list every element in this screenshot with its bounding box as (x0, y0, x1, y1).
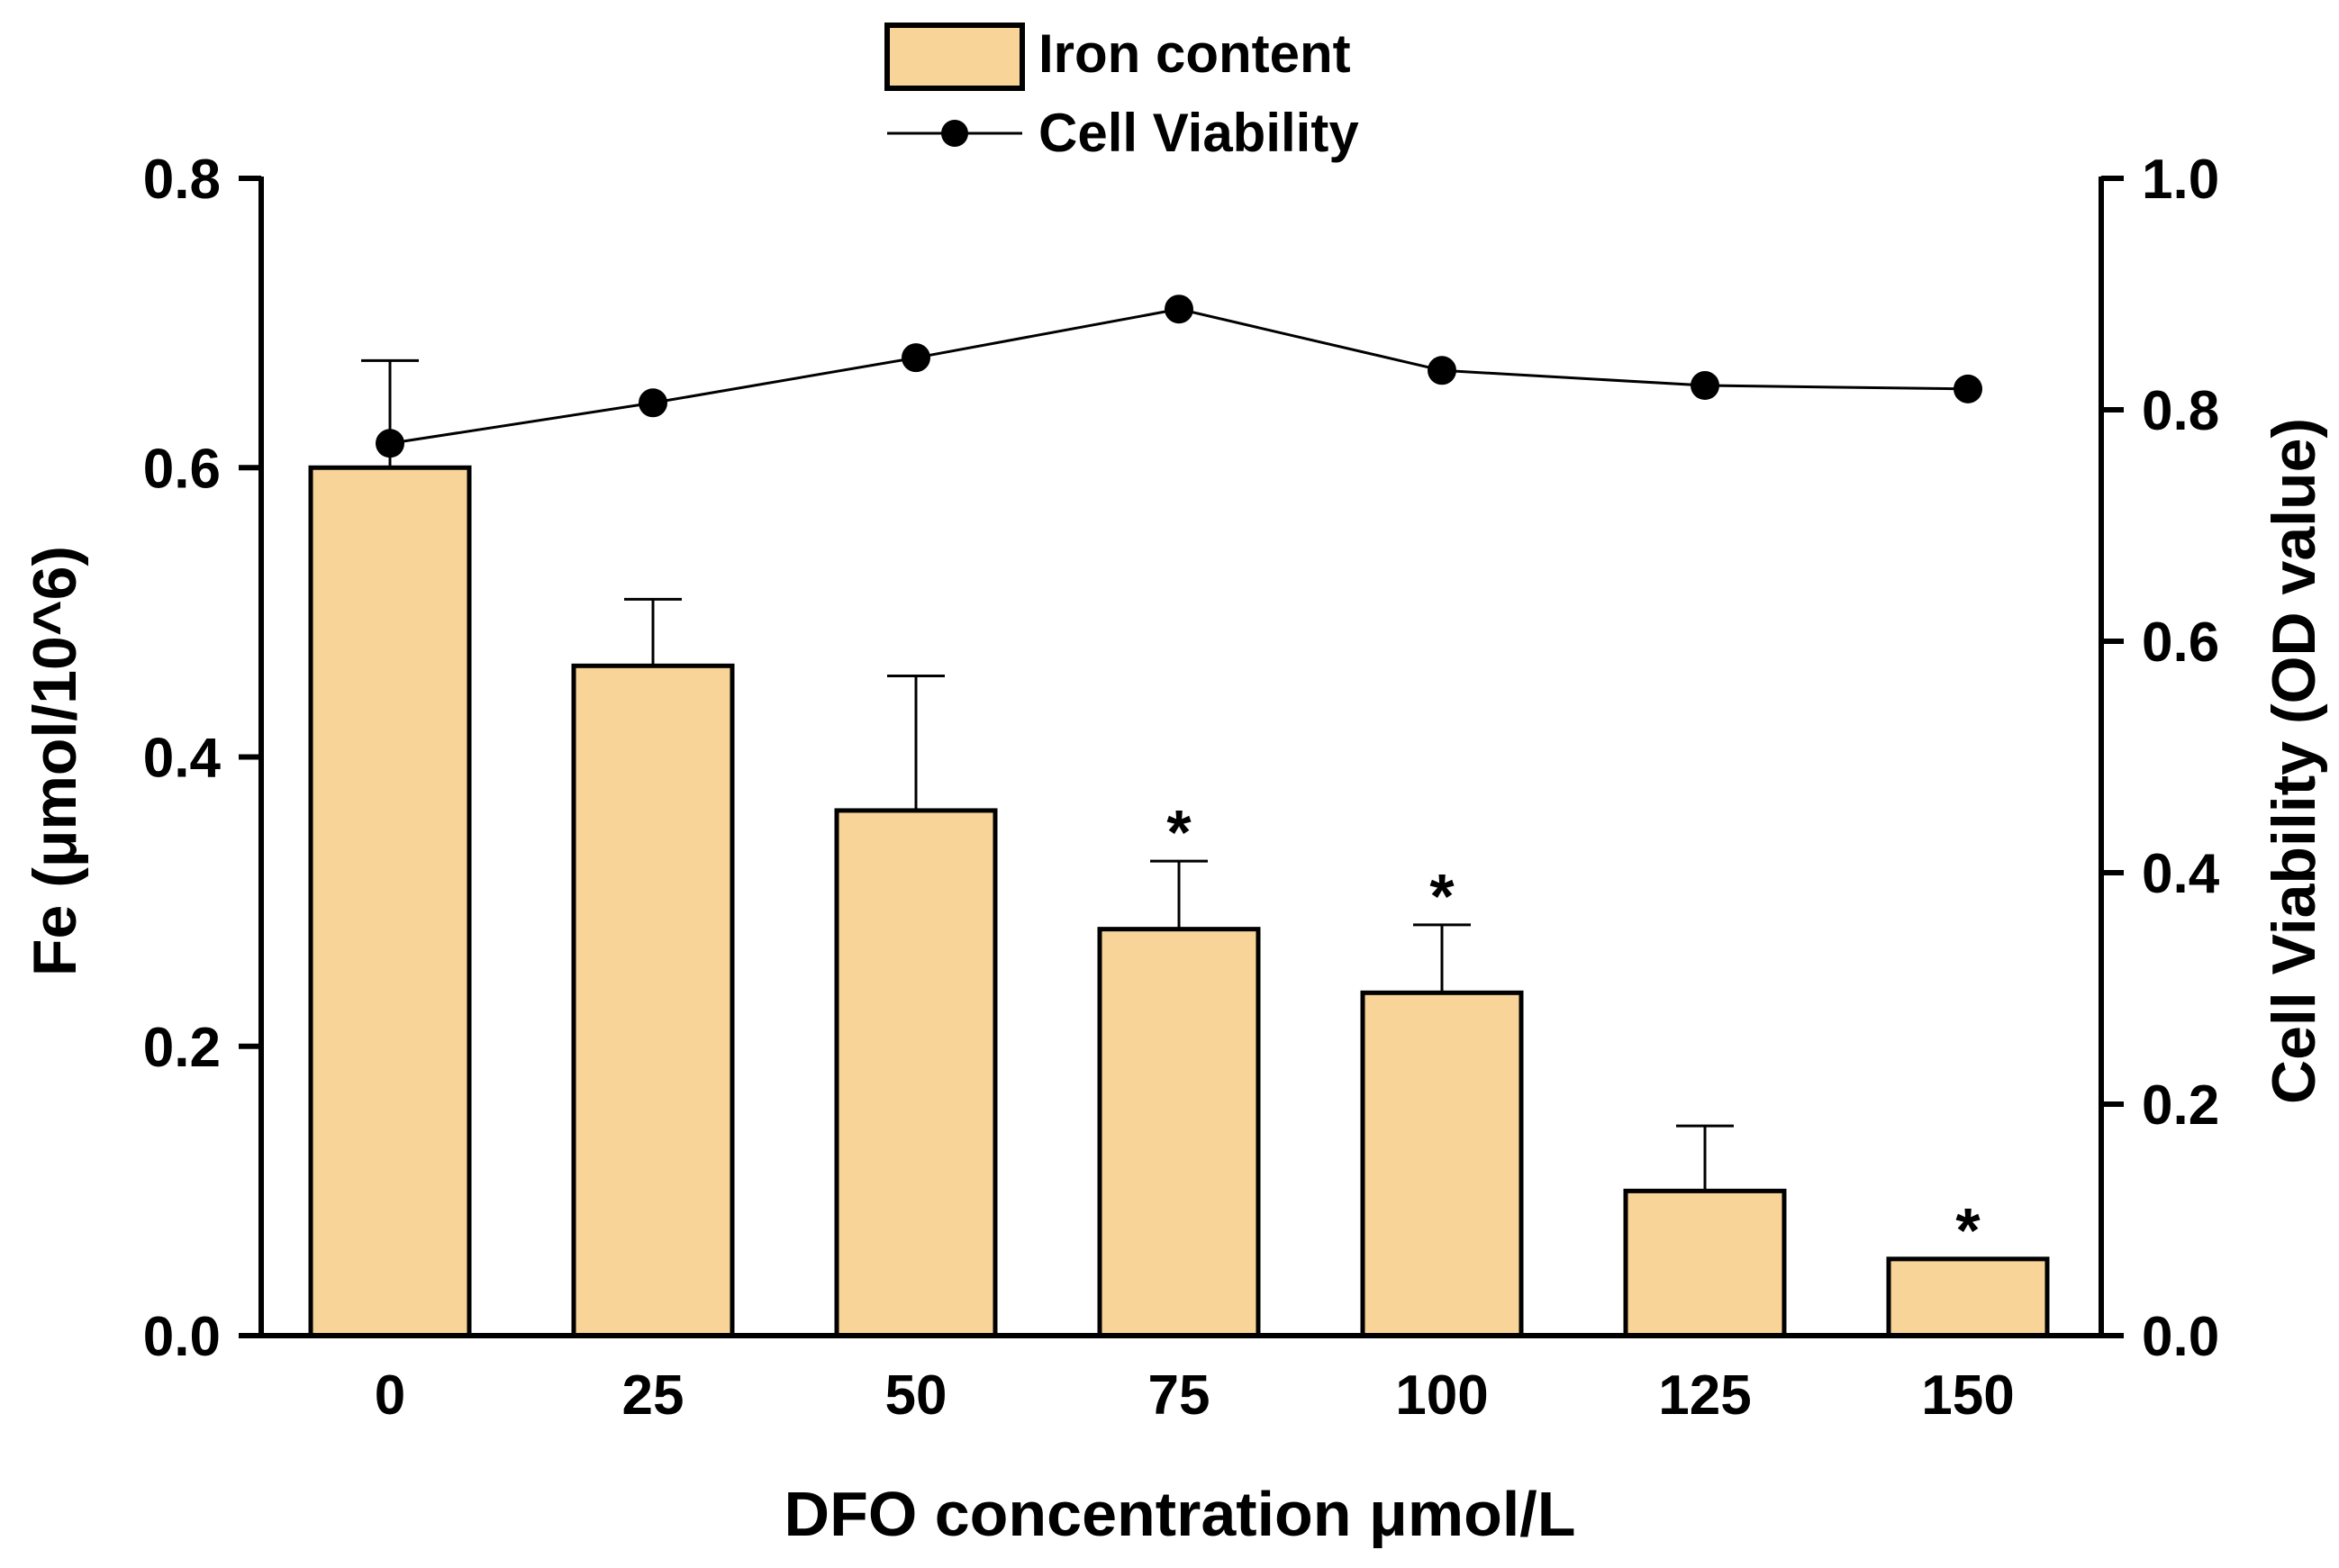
y-axis-title: Fe (μmol/10^6) (21, 546, 89, 976)
bar-0 (308, 465, 472, 1338)
legend-bar-swatch (884, 23, 1025, 91)
y-tick-label-0.4: 0.4 (143, 728, 222, 790)
bar-125 (1623, 1188, 1787, 1338)
error-bars-layer (361, 358, 1734, 1192)
y2-tick-label-0.8: 0.8 (2142, 380, 2219, 442)
axes-layer (239, 176, 2124, 1338)
viability-line (389, 307, 1969, 445)
y-tick-label-0.0: 0.0 (143, 1306, 221, 1368)
y2-axis-title: Cell Viability (OD value) (2260, 418, 2328, 1104)
legend-cell-viability-label: Cell Viability (1038, 103, 1359, 163)
viability-line-layer (376, 295, 1982, 458)
y2-tick-label-0.6: 0.6 (2142, 612, 2219, 674)
viability-point-150 (1954, 374, 1982, 403)
bar-25 (571, 663, 735, 1338)
bar-150 (1886, 1256, 2050, 1338)
y2-tick-label-0.0: 0.0 (2142, 1306, 2219, 1368)
bar-75 (1097, 927, 1261, 1338)
x-tick-label-125: 125 (1658, 1364, 1751, 1427)
viability-point-25 (639, 388, 667, 418)
y-tick-label-0.6: 0.6 (143, 438, 221, 500)
significance-marker-75: * (1166, 797, 1192, 867)
x-tick-label-0: 0 (375, 1364, 405, 1427)
y2-tick-label-1.0: 1.0 (2142, 149, 2219, 211)
legend-iron-content-label: Iron content (1038, 23, 1351, 84)
labels-layer: * * * 0.0 0.2 0.4 0.6 0.8 0.0 0.2 0.4 0.6 0.8 1.0 0 25 5… (143, 149, 2220, 1427)
x-tick-label-150: 150 (1921, 1364, 2014, 1427)
x-tick-label-100: 100 (1395, 1364, 1488, 1427)
x-tick-label-75: 75 (1148, 1364, 1210, 1427)
viability-point-50 (902, 343, 930, 373)
legend-marker-swatch (941, 120, 968, 147)
viability-point-125 (1691, 371, 1719, 401)
y-tick-label-0.2: 0.2 (143, 1017, 221, 1079)
significance-marker-150: * (1955, 1195, 1981, 1265)
x-tick-label-50: 50 (885, 1364, 947, 1427)
y2-tick-label-0.4: 0.4 (2142, 843, 2220, 905)
y2-tick-label-0.2: 0.2 (2142, 1074, 2219, 1137)
significance-marker-100: * (1429, 861, 1455, 931)
x-tick-label-25: 25 (622, 1364, 684, 1427)
bar-50 (834, 808, 998, 1338)
viability-point-100 (1428, 356, 1456, 385)
x-axis-title: DFO concentration μmol/L (784, 1479, 1576, 1549)
viability-point-0 (376, 429, 404, 458)
viability-point-75 (1165, 295, 1193, 324)
bar-100 (1360, 990, 1524, 1338)
y-tick-label-0.8: 0.8 (143, 149, 221, 211)
legend: Iron content Cell Viability (884, 23, 1359, 163)
